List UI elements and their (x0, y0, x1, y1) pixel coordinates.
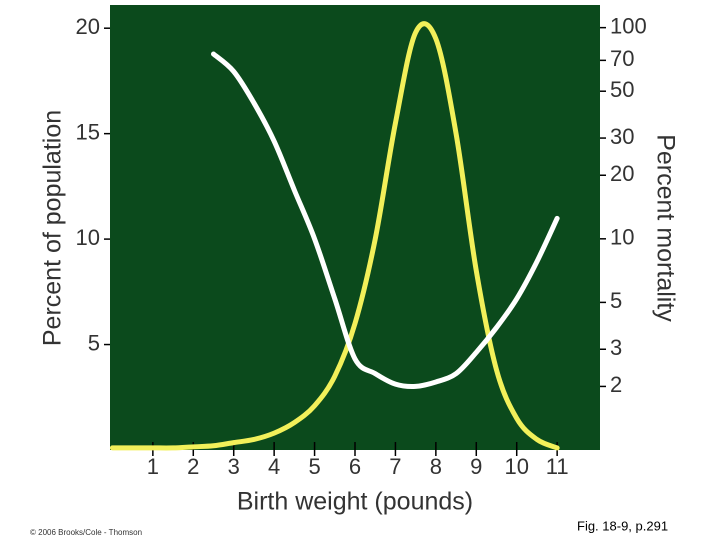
series-line (210, 51, 560, 390)
plot-area (110, 5, 600, 450)
x-tick-label: 8 (430, 454, 442, 479)
y2-tick-label: 30 (610, 124, 634, 149)
x-tick-label: 10 (504, 454, 528, 479)
y-tick-label: 20 (76, 14, 100, 39)
y2-tick-label: 50 (610, 77, 634, 102)
x-tick-label: 4 (268, 454, 280, 479)
x-tick-label: 6 (349, 454, 361, 479)
x-tick-label: 5 (308, 454, 320, 479)
x-tick-label: 3 (228, 454, 240, 479)
y2-axis-label: Percent mortality (651, 134, 679, 322)
y-tick-label: 5 (88, 330, 100, 355)
y2-tick-label: 100 (610, 13, 647, 38)
credit: © 2006 Brooks/Cole - Thomson (30, 528, 142, 537)
x-tick-label: 9 (470, 454, 482, 479)
figure-reference: Fig. 18-9, p.291 (577, 518, 668, 533)
y2-tick-label: 20 (610, 161, 634, 186)
y2-tick-label: 5 (610, 288, 622, 313)
y2-tick-label: 2 (610, 372, 622, 397)
y-axis-label: Percent of population (39, 110, 67, 346)
y2-tick-label: 10 (610, 225, 634, 250)
x-tick-label: 7 (389, 454, 401, 479)
x-axis-label: Birth weight (pounds) (237, 488, 473, 516)
y-tick-label: 10 (76, 225, 100, 250)
series-line (109, 21, 560, 451)
y-tick-label: 15 (76, 119, 100, 144)
y2-tick-label: 3 (610, 335, 622, 360)
y2-tick-label: 70 (610, 46, 634, 71)
x-tick-label: 1 (147, 454, 159, 479)
x-tick-label: 11 (546, 454, 569, 479)
x-tick-label: 2 (187, 454, 199, 479)
